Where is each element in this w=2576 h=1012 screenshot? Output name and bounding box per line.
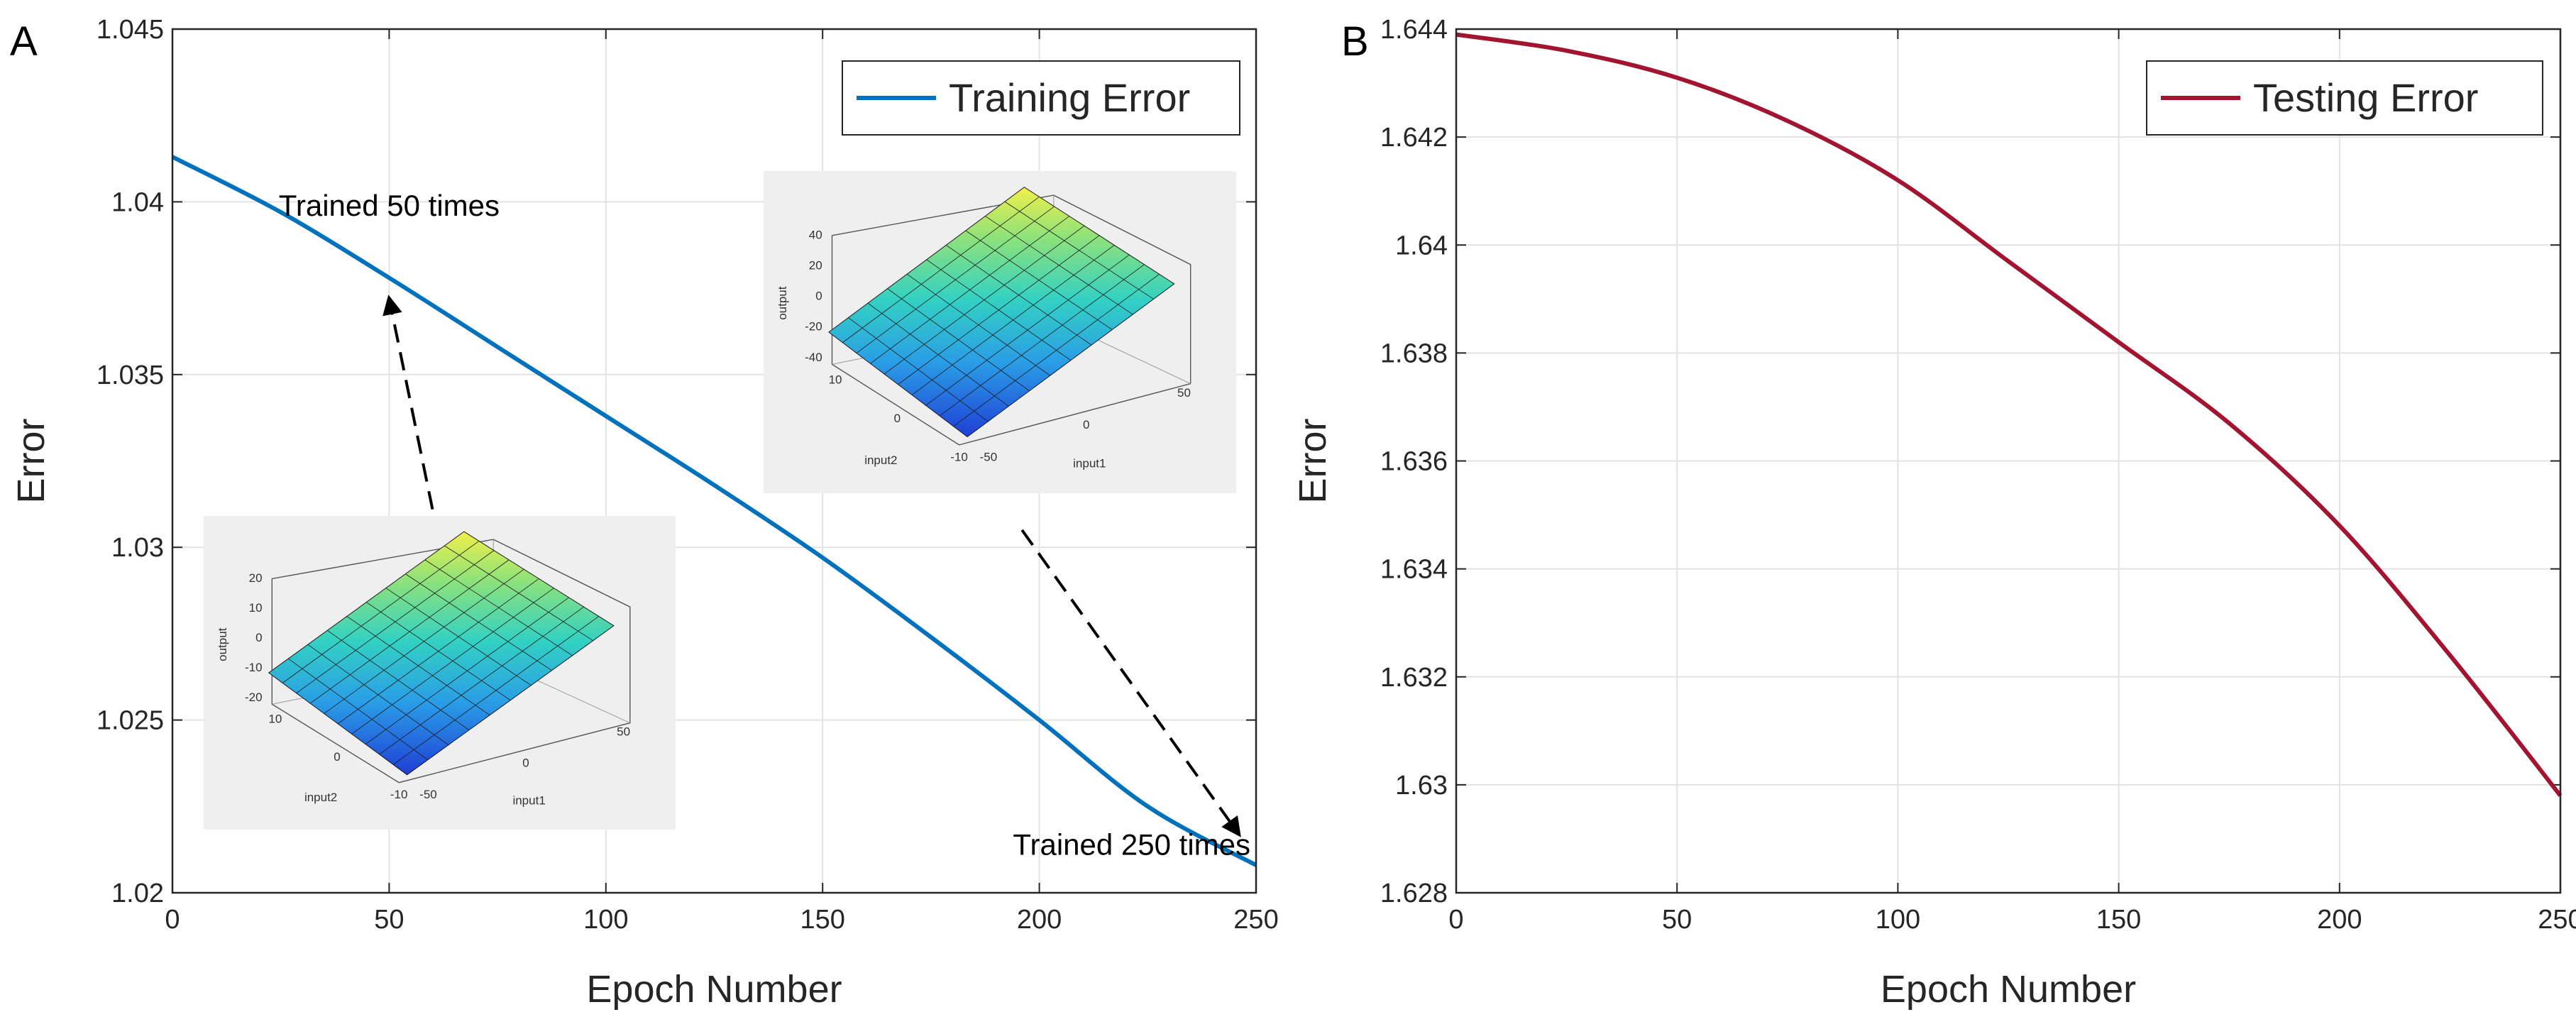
inset-50-z-tick: 10: [249, 601, 263, 615]
inset-250-input1-tick: 0: [1083, 418, 1089, 431]
y-axis-label: Error: [10, 418, 53, 503]
inset-250-input2-tick: -10: [950, 451, 968, 464]
inset-250-mesh-u: [945, 245, 1092, 346]
panel-label: B: [1341, 18, 1369, 65]
panel-label: A: [10, 18, 38, 65]
axes-frame: [1455, 28, 2562, 894]
annotation-arrow: [1020, 529, 1241, 837]
inset-50-z-tick: 0: [255, 631, 262, 644]
y-tick-label: 1.642: [1380, 123, 1448, 153]
legend: Testing Error: [2146, 60, 2543, 136]
x-tick-label: 250: [1233, 905, 1278, 935]
x-tick-label: 150: [800, 905, 844, 935]
inset-50-mesh-v: [351, 588, 554, 735]
inset-250-mesh-u: [985, 216, 1133, 315]
inset-250-z-tick: 20: [809, 258, 822, 272]
inset-50-mesh-u: [444, 545, 593, 642]
legend-label: Testing Error: [2253, 75, 2478, 120]
inset-50-input1-tick: 0: [522, 757, 529, 770]
x-tick-label: 200: [2317, 905, 2362, 935]
inset-50-mesh-u: [385, 588, 532, 686]
annotation-trained-250: Trained 250 times: [1013, 827, 1250, 861]
y-tick-label: 1.64: [1395, 231, 1448, 260]
inset-50-input1-tick: -50: [419, 788, 437, 801]
x-tick-label: 250: [2538, 905, 2576, 935]
inset-250-input2-tick: 10: [829, 373, 842, 387]
inset-50-mesh-v: [337, 578, 539, 725]
y-tick-label: 1.045: [97, 15, 164, 45]
x-tick-label: 100: [583, 905, 628, 935]
inset-250-input2-tick: 0: [894, 412, 901, 425]
inset-250-z-tick: 0: [815, 290, 822, 303]
inset-50-input1-tick: 50: [617, 725, 630, 738]
x-axis-label: Epoch Number: [1881, 968, 2136, 1011]
y-tick-label: 1.025: [97, 706, 164, 736]
inset-250-mesh-v: [939, 264, 1145, 417]
inset-250-z-tick: 40: [809, 228, 822, 241]
inset-250-mesh-v: [911, 245, 1115, 395]
x-tick-label: 50: [1662, 905, 1692, 935]
inset-250-mesh-u: [965, 230, 1113, 330]
panel-b: 0 50 100 150 200 250 1.628 1.63 1.632 1.634 1.636 1…: [1292, 15, 2576, 1011]
legend: Training Error: [842, 60, 1240, 136]
inset-50-mesh-u: [424, 559, 573, 656]
y-tick-label: 1.634: [1380, 555, 1448, 585]
x-tick-label: 100: [1876, 905, 1920, 935]
legend-label: Training Error: [949, 75, 1190, 120]
inset-250-z-tick: -40: [805, 351, 822, 364]
series-line-testing-error: [1455, 32, 2563, 797]
inset-250-input1-tick: -50: [980, 451, 998, 464]
x-tick-label: 0: [1448, 905, 1463, 935]
x-tick-label: 0: [165, 905, 180, 935]
inset-250: 40 20 0 -20 -40 output 10 0 -10 input2 -50 0 50 input…: [764, 171, 1236, 493]
y-tick-label: 1.636: [1380, 447, 1448, 477]
inset-50-mesh-v: [365, 597, 569, 744]
inset-50-z-label: output: [216, 627, 229, 661]
inset-50-mesh-u: [405, 573, 552, 671]
inset-50-input2-tick: -10: [390, 788, 408, 801]
axes-frame: [171, 28, 1257, 894]
inset-250-z-label: output: [776, 286, 789, 320]
inset-50-z-tick: -20: [245, 691, 263, 704]
y-tick-label: 1.035: [97, 361, 164, 390]
x-tick-label: 150: [2096, 905, 2141, 935]
y-tick-label: 1.02: [111, 879, 164, 908]
y-tick-label: 1.03: [111, 533, 164, 563]
inset-250-z-tick: -20: [805, 320, 822, 334]
inset-250-mesh-v: [925, 254, 1130, 406]
y-tick-label: 1.63: [1395, 771, 1448, 801]
y-tick-label: 1.644: [1380, 15, 1448, 45]
inset-50-input1-label: input1: [512, 794, 545, 808]
inset-250-mesh-v: [953, 273, 1160, 427]
x-tick-label: 50: [374, 905, 404, 935]
inset-50-input2-label: input2: [304, 791, 337, 804]
inset-250-input1-label: input1: [1073, 457, 1106, 471]
y-axis-label: Error: [1292, 418, 1334, 503]
inset-250-input2-label: input2: [864, 453, 897, 467]
inset-50-input2-tick: 0: [334, 750, 340, 764]
y-tick-label: 1.638: [1380, 339, 1448, 368]
inset-50-input2-tick: 10: [268, 713, 282, 726]
inset-250-input1-tick: 50: [1177, 386, 1191, 400]
inset-50-z-tick: 20: [249, 571, 263, 585]
annotation-arrow: [382, 295, 434, 510]
inset-50-mesh-v: [379, 606, 584, 755]
inset-250-mesh-v: [898, 235, 1100, 385]
x-axis-label: Epoch Number: [586, 968, 842, 1011]
panel-a: 0 50 100 150 200 2501.021.0251.031.0351.041.0…: [10, 15, 1279, 1011]
inset-250-mesh-u: [1004, 201, 1154, 299]
inset-50-mesh-v: [392, 616, 599, 765]
y-tick-label: 1.628: [1380, 879, 1448, 908]
annotation-trained-50: Trained 50 times: [279, 189, 500, 222]
inset-50-z-tick: -10: [245, 661, 263, 674]
y-tick-label: 1.04: [111, 187, 164, 217]
y-tick-label: 1.632: [1380, 663, 1448, 693]
x-tick-label: 200: [1017, 905, 1062, 935]
inset-50: 20 10 0 -10 -20 output 10 0 -10 input2 -50 0 50 input…: [204, 516, 676, 830]
